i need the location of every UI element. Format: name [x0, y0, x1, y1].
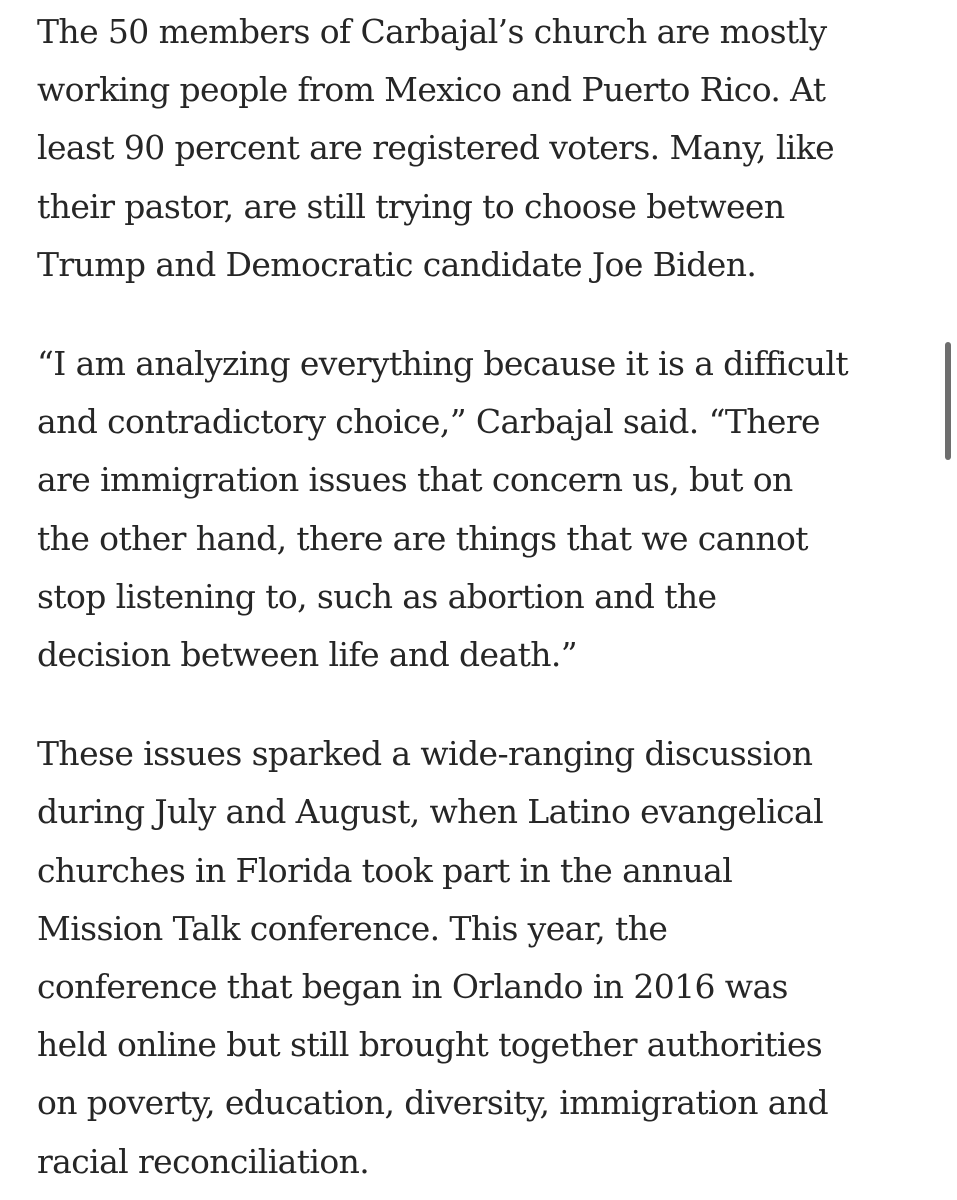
paragraph-church-members: The 50 members of Carbajal’s church are … [37, 3, 937, 294]
text-line: and contradictory choice,” Carbajal said… [37, 402, 821, 442]
text-line: Mission Talk conference. This year, the [37, 908, 668, 948]
text-line: racial reconciliation. [37, 1141, 370, 1181]
text-line: on poverty, education, diversity, immigr… [37, 1083, 829, 1123]
text-line: the other hand, there are things that we… [37, 518, 809, 558]
paragraph-carbajal-quote: “I am analyzing everything because it is… [37, 335, 937, 684]
article-body: The 50 members of Carbajal’s church are … [37, 3, 937, 1200]
paragraph-mission-talk: These issues sparked a wide-ranging disc… [37, 725, 937, 1191]
text-line: decision between life and death.” [37, 635, 578, 675]
text-line: conference that began in Orlando in 2016… [37, 967, 788, 1007]
text-line: least 90 percent are registered voters. … [37, 128, 835, 168]
scrollbar-thumb[interactable] [945, 342, 951, 460]
text-line: held online but still brought together a… [37, 1025, 823, 1065]
text-line: are immigration issues that concern us, … [37, 460, 793, 500]
text-line: during July and August, when Latino evan… [37, 792, 824, 832]
text-line: working people from Mexico and Puerto Ri… [37, 70, 826, 110]
text-line: “I am analyzing everything because it is… [37, 344, 849, 384]
text-line: These issues sparked a wide-ranging disc… [37, 734, 813, 774]
text-line: The 50 members of Carbajal’s church are … [37, 12, 827, 51]
text-line: their pastor, are still trying to choose… [37, 186, 785, 226]
text-line: stop listening to, such as abortion and … [37, 576, 717, 616]
text-line: churches in Florida took part in the ann… [37, 850, 733, 890]
text-line: Trump and Democratic candidate Joe Biden… [37, 244, 757, 284]
vertical-scrollbar[interactable] [941, 330, 957, 470]
